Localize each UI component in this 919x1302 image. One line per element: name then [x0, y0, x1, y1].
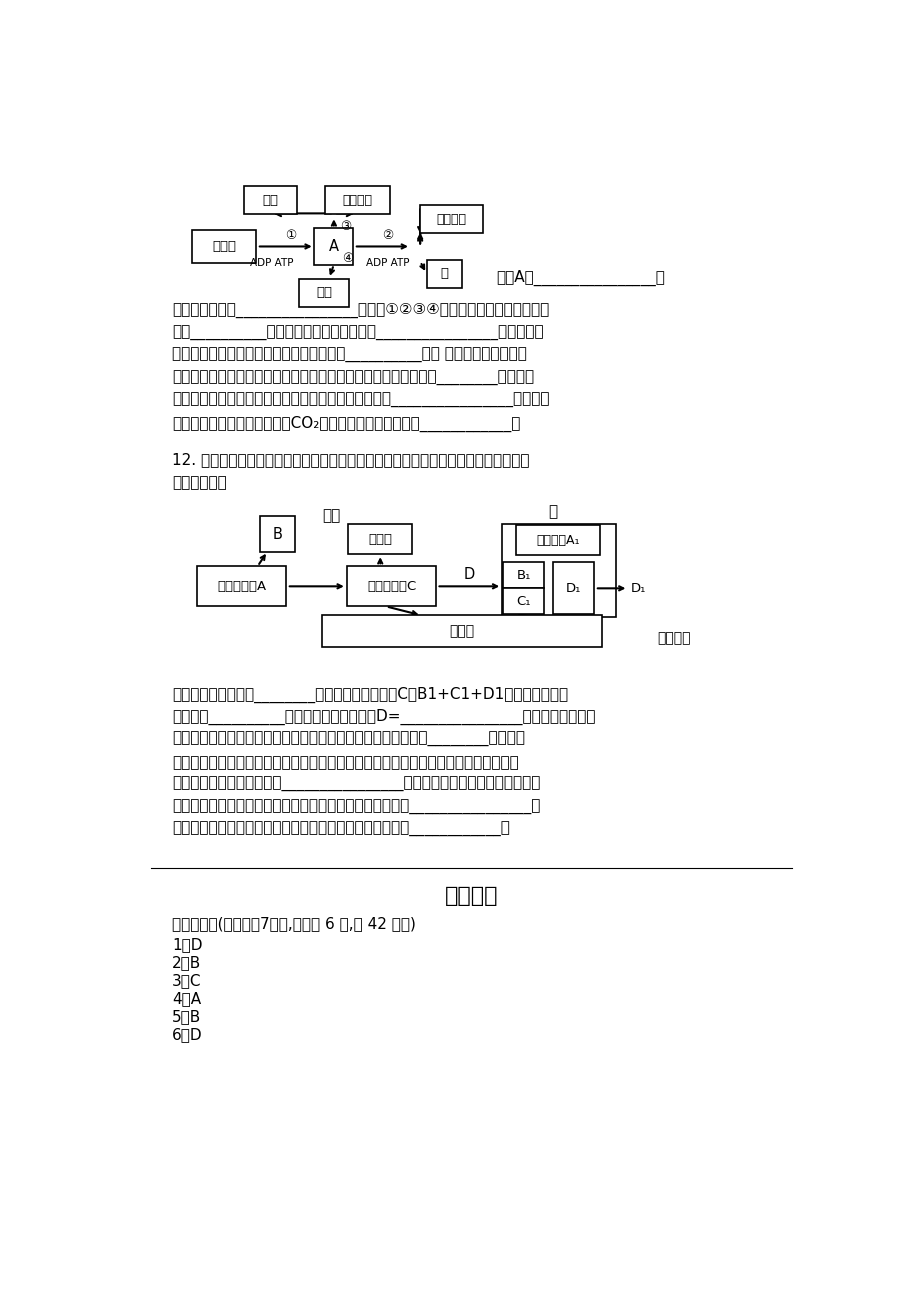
Text: 二氧化碳: 二氧化碳	[342, 194, 372, 207]
Text: 将蚕沙（粪便）投入鱼塘供给鱼食用，蚕沙中所含的能量属于第________营养级所: 将蚕沙（粪便）投入鱼塘供给鱼食用，蚕沙中所含的能量属于第________营养级所	[172, 732, 525, 747]
Text: 6、D: 6、D	[172, 1027, 202, 1042]
FancyBboxPatch shape	[503, 589, 544, 615]
FancyBboxPatch shape	[198, 566, 286, 607]
FancyBboxPatch shape	[192, 230, 255, 263]
FancyBboxPatch shape	[516, 525, 599, 555]
FancyBboxPatch shape	[346, 566, 436, 607]
FancyBboxPatch shape	[299, 279, 348, 307]
FancyBboxPatch shape	[325, 186, 389, 215]
Text: 4、A: 4、A	[172, 991, 201, 1006]
Text: 参考答案: 参考答案	[444, 887, 498, 906]
Text: 净光合作用C: 净光合作用C	[367, 579, 415, 592]
FancyBboxPatch shape	[314, 228, 353, 264]
FancyBboxPatch shape	[347, 525, 412, 555]
Text: ③: ③	[340, 220, 351, 233]
FancyBboxPatch shape	[260, 516, 294, 552]
FancyBboxPatch shape	[322, 616, 602, 647]
Text: B: B	[272, 527, 282, 542]
Text: 流经图甲: 流经图甲	[656, 631, 689, 646]
Text: 酒精: 酒精	[262, 194, 278, 207]
Text: 量。蚕粪中的碳元素只能以________________形式流向鱼。向鱼塘中少量投入蚕: 量。蚕粪中的碳元素只能以________________形式流向鱼。向鱼塘中少量…	[172, 777, 539, 793]
Text: 分解者: 分解者	[449, 625, 474, 638]
Text: 同化的能量。蚕粪是优良的鱼类词料，适量的投入可以给鱼提供食物，从而提高鱼的产: 同化的能量。蚕粪是优良的鱼类词料，适量的投入可以给鱼提供食物，从而提高鱼的产	[172, 755, 518, 769]
FancyBboxPatch shape	[552, 562, 594, 615]
Text: 其产生的部位是________________。反应①②③④中，必须在有氧条件下进行: 其产生的部位是________________。反应①②③④中，必须在有氧条件下…	[172, 303, 549, 318]
Text: 乳酸: 乳酸	[315, 286, 332, 299]
FancyBboxPatch shape	[244, 186, 297, 215]
Text: 呼吸作用A₁: 呼吸作用A₁	[536, 534, 579, 547]
Text: ④: ④	[341, 253, 353, 266]
Text: 了却没有酒味产生，其原因是马黎薯块茎在无氧条件下进行了图中________过程。粮: 了却没有酒味产生，其原因是马黎薯块茎在无氧条件下进行了图中________过程。…	[172, 371, 534, 385]
Text: 1、D: 1、D	[172, 936, 202, 952]
Text: 蚕: 蚕	[547, 505, 556, 519]
Text: 3、C: 3、C	[172, 973, 201, 988]
Text: 二氧化碳: 二氧化碳	[436, 214, 466, 227]
Text: 氧呼吸和无氧呼吸产生等量的CO₂，所消耗的葡萄糖之比为____________。: 氧呼吸和无氧呼吸产生等量的CO₂，所消耗的葡萄糖之比为____________。	[172, 415, 520, 431]
Text: 图中A是________________，: 图中A是________________，	[496, 270, 664, 285]
Text: 5、B: 5、B	[172, 1009, 201, 1023]
Text: 葡萄糖: 葡萄糖	[212, 240, 236, 253]
Text: 总光合作用A: 总光合作用A	[217, 579, 267, 592]
Text: ADP ATP: ADP ATP	[366, 258, 409, 267]
Text: 未利用: 未利用	[368, 533, 391, 546]
Text: D₁: D₁	[565, 582, 581, 595]
Text: 答以下问题：: 答以下问题：	[172, 475, 227, 490]
Text: 桑基鱼塘农业生态系统不但促进了物质循环，还提高了能量____________。: 桑基鱼塘农业生态系统不但促进了物质循环，还提高了能量____________。	[172, 823, 509, 837]
Text: 生态系统的总能量为________（填字母），图中的C和B1+C1+D1可分别表示桑树: 生态系统的总能量为________（填字母），图中的C和B1+C1+D1可分别表…	[172, 686, 568, 703]
Text: ADP ATP: ADP ATP	[250, 258, 293, 267]
Text: 食贮藏过程中有时会发生粮堆湿度增大现象，这是因为________________。如果有: 食贮藏过程中有时会发生粮堆湿度增大现象，这是因为________________…	[172, 393, 549, 409]
FancyBboxPatch shape	[503, 562, 544, 589]
Text: 久了，会有酒味产生，其原因是发生了图中__________过程 而马黎薯块茎贮藏久: 久了，会有酒味产生，其原因是发生了图中__________过程 而马黎薯块茎贮藏…	[172, 348, 527, 363]
Text: 12. 下图为桑基鱼塘农业生态系统局部的能量流动，图中字母代表相应能量。请据图回: 12. 下图为桑基鱼塘农业生态系统局部的能量流动，图中字母代表相应能量。请据图回	[172, 453, 529, 467]
Text: 桑树: 桑树	[322, 509, 340, 523]
Text: 一、选择题(本大题共7小题,每小题 6 分,共 42 分。): 一、选择题(本大题共7小题,每小题 6 分,共 42 分。)	[172, 915, 415, 931]
Text: D: D	[463, 566, 474, 582]
Text: 水: 水	[440, 267, 448, 280]
Text: A: A	[328, 240, 338, 254]
FancyBboxPatch shape	[420, 206, 482, 233]
Text: D₁: D₁	[630, 582, 645, 595]
Text: 和蚕用于__________的能量。蚕同化的能量D=________________之和（填字母）。: 和蚕用于__________的能量。蚕同化的能量D=______________…	[172, 710, 595, 725]
Text: 2、B: 2、B	[172, 954, 201, 970]
Text: 粪对生态系统不产生明显的影响，这是因为该生态系统具有________________。: 粪对生态系统不产生明显的影响，这是因为该生态系统具有______________…	[172, 799, 539, 815]
Text: C₁: C₁	[516, 595, 530, 608]
Text: ①: ①	[285, 229, 296, 242]
Text: ②: ②	[382, 229, 393, 242]
Text: B₁: B₁	[516, 569, 530, 582]
Text: 的是__________，可在人体细胞中进行的是________________。苹果贮藏: 的是__________，可在人体细胞中进行的是________________…	[172, 326, 543, 341]
FancyBboxPatch shape	[426, 259, 461, 288]
